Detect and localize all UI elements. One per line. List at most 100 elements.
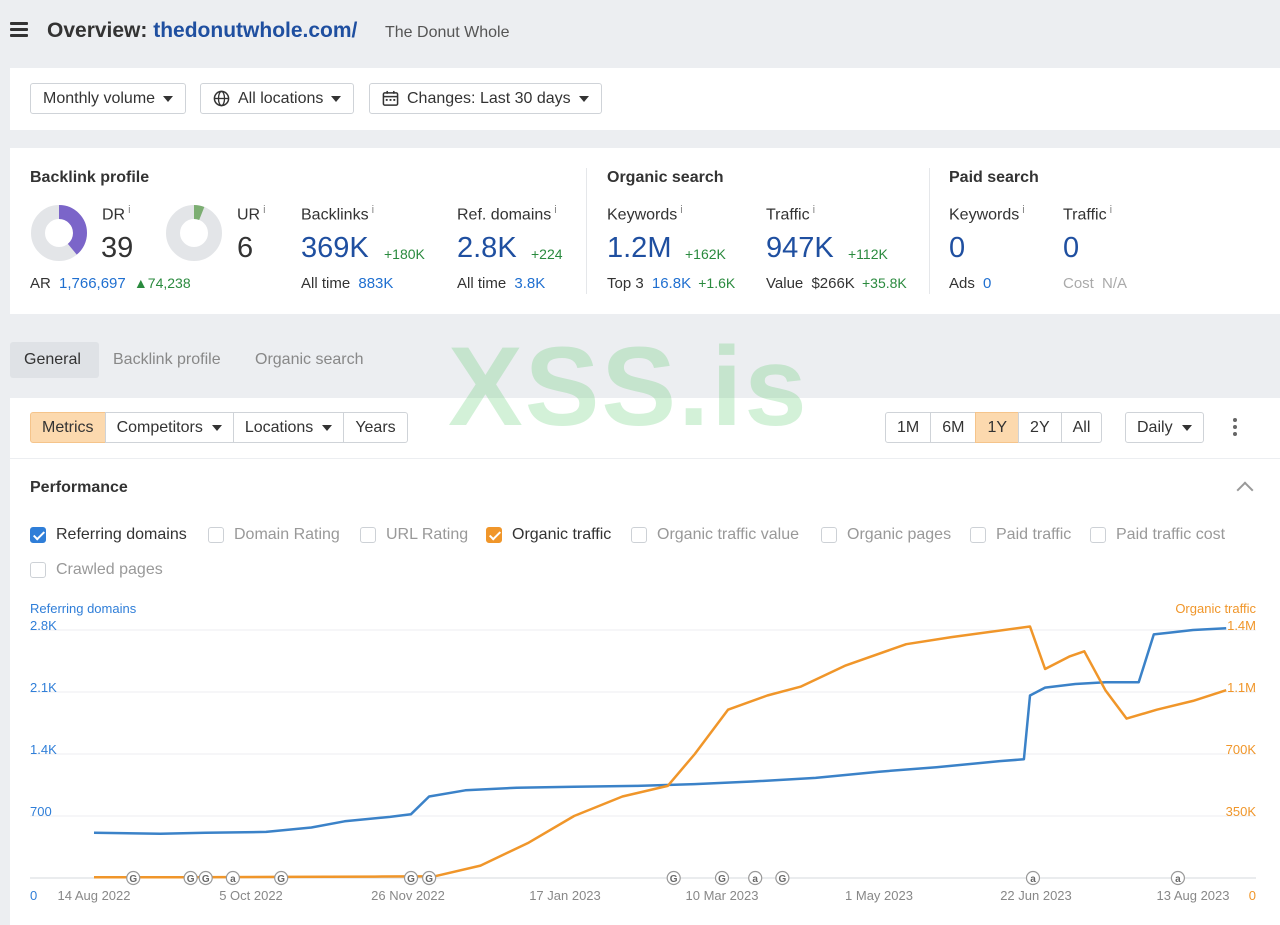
checkbox-referring-domains[interactable]: Referring domains [30, 526, 187, 544]
backlinks-alltime-link[interactable]: 883K [358, 275, 394, 292]
checkbox-organic-traffic[interactable]: Organic traffic [486, 526, 611, 544]
checkbox-organic-traffic-value[interactable]: Organic traffic value [631, 526, 799, 544]
ar-value-link[interactable]: 1,766,697 [59, 275, 126, 292]
refdomains-label: Ref. domains i [457, 204, 557, 224]
event-marker: G [403, 870, 419, 886]
checkbox-label: Organic traffic value [657, 526, 799, 543]
organic-traffic-delta: +112K [848, 246, 888, 262]
event-marker-label: G [407, 874, 415, 885]
changes-dropdown[interactable]: Changes: Last 30 days [369, 83, 602, 114]
info-icon[interactable]: i [371, 204, 375, 216]
changes-dropdown-label: Changes: Last 30 days [407, 89, 571, 107]
checkbox-box [360, 527, 376, 543]
top3-value-link[interactable]: 16.8K [651, 275, 692, 292]
info-icon[interactable]: i [680, 204, 683, 216]
traffic-value-row: Value $266K +35.8K [766, 275, 907, 292]
paid-keywords-label: Keywords i [949, 204, 1025, 224]
x-tick-label: 10 Mar 2023 [686, 888, 759, 903]
series-line-organic-traffic [94, 625, 1227, 879]
volume-dropdown[interactable]: Monthly volume [30, 83, 187, 114]
hamburger-menu-icon[interactable] [10, 22, 28, 38]
years-button[interactable]: Years [343, 412, 408, 443]
refdomains-alltime-link[interactable]: 3.8K [514, 275, 546, 292]
event-marker: a [748, 870, 763, 886]
range-2y-button[interactable]: 2Y [1018, 412, 1062, 443]
range-6m-button[interactable]: 6M [930, 412, 977, 443]
event-marker-circle [126, 870, 141, 886]
calendar-icon [382, 90, 399, 106]
backlink-profile-title: Backlink profile [30, 169, 150, 186]
event-marker-circle [775, 870, 790, 886]
checkbox-box [821, 527, 837, 543]
organic-traffic-value[interactable]: 947K [766, 232, 834, 264]
checkbox-domain-rating[interactable]: Domain Rating [208, 526, 340, 544]
organic-keywords-value[interactable]: 1.2M [607, 232, 672, 264]
x-tick-label: 14 Aug 2022 [57, 888, 130, 903]
range-1y-button[interactable]: 1Y [975, 412, 1020, 443]
backlinks-value[interactable]: 369K [301, 232, 369, 264]
organic-search-title: Organic search [607, 169, 724, 186]
paid-keywords-value[interactable]: 0 [949, 232, 966, 264]
event-marker-label: G [425, 874, 433, 885]
target-domain-link[interactable]: thedonutwhole.com/ [153, 19, 358, 42]
checkbox-box [30, 562, 46, 578]
event-marker-label: G [718, 874, 726, 885]
left-axis-ticks: 0 700 1.4K 2.1K 2.8K [30, 618, 57, 903]
filter-bar: Monthly volume All locations Changes: La… [10, 68, 1280, 130]
range-1m-button[interactable]: 1M [885, 412, 932, 443]
info-icon[interactable]: i [554, 204, 557, 216]
checkbox-organic-pages[interactable]: Organic pages [821, 526, 951, 544]
tab-organic-search[interactable]: Organic search [255, 351, 364, 368]
locations-label: Locations [244, 419, 314, 436]
event-marker-circle [714, 870, 730, 886]
event-marker-circle [403, 870, 419, 886]
organic-keywords-label: Keywords i [607, 204, 683, 224]
event-marker-label: G [187, 874, 195, 885]
chevron-down-icon [1181, 424, 1192, 431]
performance-title: Performance [30, 479, 128, 496]
competitors-dropdown[interactable]: Competitors [104, 412, 234, 443]
top3-delta: +1.6K [698, 275, 736, 291]
right-tick-label: 700K [1226, 742, 1257, 757]
chevron-down-icon [211, 424, 222, 431]
info-icon[interactable]: i [812, 204, 816, 216]
event-marker-label: G [277, 874, 285, 885]
right-tick-label: 1.1M [1227, 680, 1256, 695]
right-tick-label: 350K [1226, 804, 1257, 819]
left-tick-label: 1.4K [30, 742, 57, 757]
locations-dropdown[interactable]: All locations [200, 83, 355, 114]
left-tick-label: 2.8K [30, 618, 57, 633]
info-icon[interactable]: i [263, 204, 266, 216]
dr-donut-chart [31, 205, 87, 261]
collapse-chevron-icon[interactable] [1236, 481, 1254, 499]
event-marker-label: a [1030, 874, 1036, 885]
tab-general[interactable]: General [10, 342, 99, 378]
checkbox-box [208, 527, 224, 543]
checkbox-url-rating[interactable]: URL Rating [360, 526, 468, 544]
checkbox-box [486, 527, 502, 543]
info-icon[interactable]: i [1109, 204, 1113, 216]
locations-chart-dropdown[interactable]: Locations [232, 412, 345, 443]
more-options-icon[interactable] [1232, 418, 1238, 438]
metrics-button[interactable]: Metrics [30, 412, 106, 443]
granularity-dropdown[interactable]: Daily [1125, 412, 1204, 443]
event-marker: a [1025, 870, 1041, 886]
view-selector: Metrics Competitors Locations Years [30, 412, 408, 443]
tab-backlink-profile[interactable]: Backlink profile [113, 351, 221, 368]
checkbox-paid-traffic-cost[interactable]: Paid traffic cost [1090, 526, 1225, 544]
info-icon[interactable]: i [128, 204, 131, 216]
range-all-button[interactable]: All [1060, 412, 1103, 443]
checkbox-paid-traffic[interactable]: Paid traffic [970, 526, 1071, 544]
ads-value-link[interactable]: 0 [983, 275, 992, 292]
series-line-referring-domains [93, 626, 1227, 835]
chart-series [93, 625, 1227, 879]
right-axis-ticks: 0 350K 700K 1.1M 1.4M [1226, 618, 1257, 903]
refdomains-value[interactable]: 2.8K [457, 232, 517, 264]
checkbox-label: Crawled pages [56, 561, 163, 578]
info-icon[interactable]: i [1022, 204, 1025, 216]
paid-traffic-value[interactable]: 0 [1063, 232, 1080, 264]
checkbox-crawled-pages[interactable]: Crawled pages [30, 561, 163, 579]
event-marker-circle [1025, 870, 1041, 886]
checkbox-label: Paid traffic cost [1116, 526, 1226, 543]
